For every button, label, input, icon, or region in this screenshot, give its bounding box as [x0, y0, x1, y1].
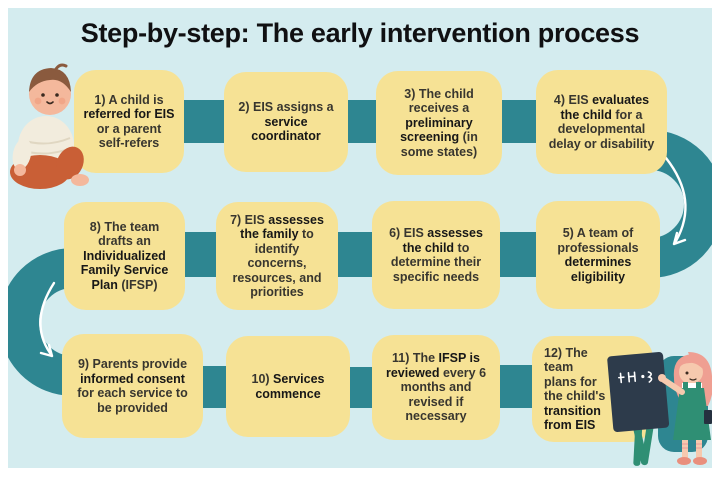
step-text: 11) The IFSP is reviewed every 6 months …: [385, 351, 487, 424]
flow-connector: [496, 100, 542, 143]
curved-arrow-icon: [39, 281, 56, 358]
step-box-4: 4) EIS evaluates the child for a develop…: [536, 70, 667, 174]
step-box-6: 6) EIS assesses the child to determine t…: [372, 201, 500, 309]
flow-connector: [178, 100, 230, 143]
step-box-8: 8) The team drafts an Individualized Fam…: [64, 202, 185, 310]
arc-connector-left: [8, 248, 93, 396]
flow-connector: [494, 232, 542, 277]
step-box-9: 9) Parents provide informed consent for …: [62, 334, 203, 438]
arc-connector-right: [628, 130, 712, 278]
baby-illustration: [10, 63, 89, 189]
step-text: 3) The child receives a preliminary scre…: [400, 86, 478, 159]
flow-connector: [332, 232, 378, 277]
step-box-1: 1) A child is referred for EIS or a pare…: [74, 70, 184, 173]
step-text: 2) EIS assigns a service coordinator: [238, 100, 334, 144]
flow-connector: [179, 232, 222, 277]
step-text: 7) EIS assesses the family to identify c…: [230, 212, 324, 300]
step-box-3: 3) The child receives a preliminary scre…: [376, 71, 502, 175]
step-text: 1) A child is referred for EIS or a pare…: [83, 92, 175, 151]
infographic-canvas: Step-by-step: The early intervention pro…: [8, 8, 712, 468]
flow-connector: [342, 100, 382, 143]
step-box-5: 5) A team of professionals determines el…: [536, 201, 660, 309]
step-text: 4) EIS evaluates the child for a develop…: [548, 93, 655, 151]
step-text: 12) The team plans for the child's trans…: [544, 345, 606, 433]
step-text: 8) The team drafts an Individualized Fam…: [80, 219, 169, 292]
step-box-2: 2) EIS assigns a service coordinator: [224, 72, 348, 172]
step-text: 6) EIS assesses the child to determine t…: [389, 226, 483, 284]
step-text: 5) A team of professionals determines el…: [557, 226, 639, 284]
flow-arcs: [8, 130, 712, 396]
step-text: 9) Parents provide informed consent for …: [77, 357, 188, 415]
step-box-7: 7) EIS assesses the family to identify c…: [216, 202, 338, 310]
step-box-11: 11) The IFSP is reviewed every 6 months …: [372, 335, 500, 440]
step-text: 10) Services commence: [251, 372, 325, 401]
page-title: Step-by-step: The early intervention pro…: [80, 18, 640, 48]
teacher-illustration: [607, 352, 712, 466]
curved-arrow-icon: [664, 156, 687, 246]
step-box-10: 10) Services commence: [226, 336, 350, 437]
flow-connector: [494, 365, 538, 408]
